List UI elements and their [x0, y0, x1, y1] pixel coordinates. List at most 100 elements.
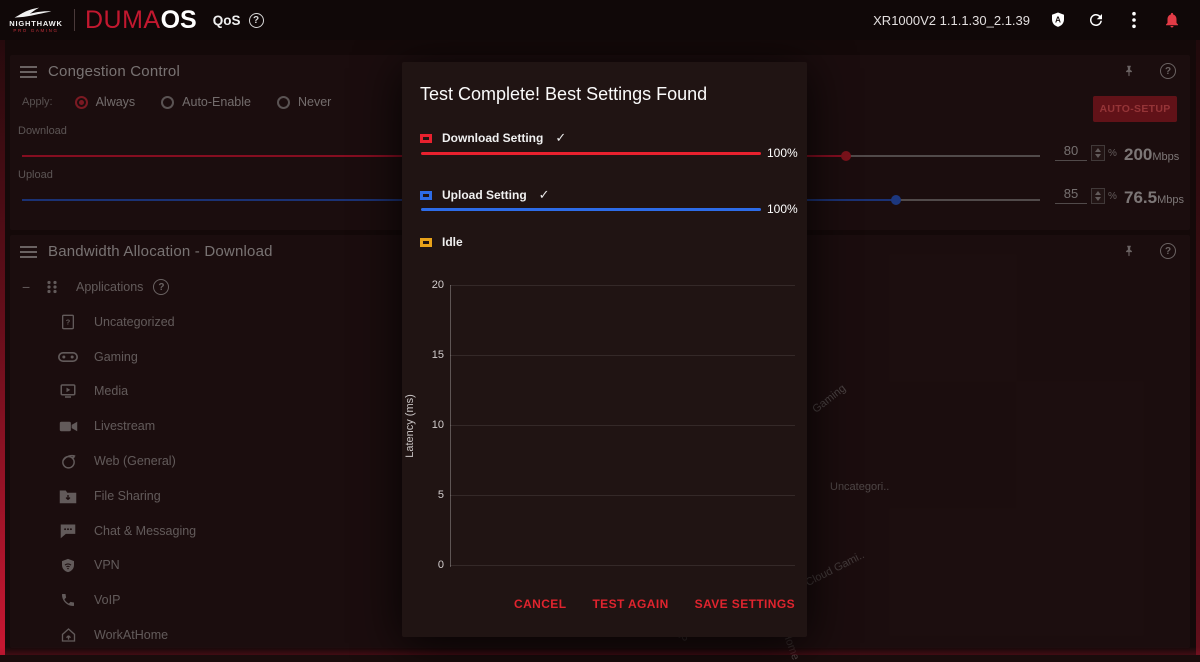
download-progress-value: 100% — [767, 146, 798, 160]
pin-icon[interactable] — [1120, 242, 1138, 260]
legend-idle: Idle — [420, 235, 463, 249]
radio-unselected-icon — [161, 95, 175, 109]
qos-help-icon[interactable]: ? — [248, 12, 264, 28]
pin-icon[interactable] — [1120, 62, 1138, 80]
app-item-label: VoIP — [94, 593, 121, 607]
modal-title: Test Complete! Best Settings Found — [420, 84, 708, 104]
upload-slider-handle[interactable] — [891, 195, 901, 205]
check-icon: ✓ — [555, 130, 567, 145]
bandwidth-help-icon[interactable]: ? — [1160, 243, 1176, 259]
device-version: XR1000V2 1.1.1.30_2.1.39 — [873, 12, 1030, 28]
folder-download-icon — [58, 487, 78, 505]
vpn-shield-icon — [58, 556, 78, 574]
upload-percent-input[interactable]: 85 — [1055, 186, 1087, 204]
apply-label: Apply: — [22, 96, 53, 108]
bandwidth-menu-icon[interactable] — [20, 246, 37, 258]
applications-tree-header: − Applications ? — [22, 279, 170, 295]
app-item-label: Media — [94, 384, 129, 398]
bandwidth-title: Bandwidth Allocation - Download — [48, 243, 273, 260]
list-item-chat-messaging[interactable]: Chat & Messaging — [58, 520, 196, 542]
app-item-label: Livestream — [94, 419, 156, 433]
legend-label: Upload Setting — [442, 188, 527, 202]
kebab-menu-icon[interactable] — [1124, 10, 1144, 30]
video-camera-icon — [58, 417, 78, 435]
pie-label-gaming: Gaming — [810, 382, 849, 416]
app-item-label: VPN — [94, 558, 120, 572]
list-item-workathome[interactable]: WorkAtHome — [58, 624, 168, 646]
nighthawk-logo[interactable]: NIGHTHAWK PRO GAMING — [6, 6, 66, 34]
download-stepper[interactable] — [1091, 145, 1105, 161]
list-item-media[interactable]: Media — [58, 380, 128, 402]
cancel-button[interactable]: CANCEL — [514, 597, 567, 611]
percent-sign: % — [1108, 148, 1117, 159]
app-item-label: Chat & Messaging — [94, 524, 197, 538]
app-item-label: Web (General) — [94, 454, 176, 468]
y-tick: 15 — [431, 349, 444, 361]
radio-never[interactable]: Never — [276, 95, 331, 109]
idle-swatch-icon — [420, 237, 432, 247]
collapse-icon[interactable]: − — [22, 279, 31, 295]
upload-percent-field: 85 % — [1055, 186, 1117, 204]
legend-label: Idle — [442, 235, 463, 249]
list-item-web-general[interactable]: Web (General) — [58, 450, 176, 472]
upload-label: Upload — [18, 169, 53, 181]
radio-label: Always — [95, 95, 136, 109]
legend-upload-setting: Upload Setting ✓ — [420, 187, 550, 203]
home-upload-icon — [58, 626, 78, 644]
radio-always[interactable]: Always — [74, 95, 136, 109]
y-tick: 10 — [431, 419, 444, 431]
radio-selected-icon — [74, 95, 88, 109]
globe-icon — [58, 452, 78, 470]
legend-download-setting: Download Setting ✓ — [420, 130, 566, 146]
download-percent-input[interactable]: 80 — [1055, 143, 1087, 161]
congestion-menu-icon[interactable] — [20, 66, 37, 78]
pie-label-uncategorized: Uncategori.. — [830, 481, 890, 493]
apply-options: Apply: Always Auto-Enable Never — [22, 95, 349, 109]
applications-label[interactable]: Applications — [76, 280, 144, 294]
applications-help-icon[interactable]: ? — [153, 279, 170, 295]
upload-stepper[interactable] — [1091, 188, 1105, 204]
gridline — [450, 425, 795, 426]
list-item-uncategorized[interactable]: ? Uncategorized — [58, 311, 175, 333]
gridline — [450, 495, 795, 496]
download-speed: 200Mbps — [1124, 145, 1180, 164]
refresh-icon[interactable] — [1086, 10, 1106, 30]
radio-unselected-icon — [276, 95, 290, 109]
list-item-vpn[interactable]: VPN — [58, 554, 120, 576]
download-label: Download — [18, 125, 67, 137]
gridline — [450, 285, 795, 286]
media-tv-icon — [58, 382, 78, 400]
list-item-voip[interactable]: VoIP — [58, 589, 120, 611]
gridline — [450, 355, 795, 356]
app-item-label: Gaming — [94, 350, 138, 364]
pie-label-cloud-gaming: Cloud Gami.. — [803, 549, 867, 589]
test-again-button[interactable]: TEST AGAIN — [592, 597, 669, 611]
divider — [74, 9, 75, 31]
save-settings-button[interactable]: SAVE SETTINGS — [694, 597, 795, 611]
list-item-livestream[interactable]: Livestream — [58, 415, 155, 437]
list-item-file-sharing[interactable]: File Sharing — [58, 485, 161, 507]
download-swatch-icon — [420, 133, 432, 143]
y-tick: 0 — [437, 559, 444, 571]
armor-shield-icon[interactable]: A — [1048, 10, 1068, 30]
drag-handle-icon[interactable] — [46, 280, 58, 294]
svg-text:?: ? — [66, 318, 71, 327]
gamepad-icon — [58, 348, 78, 366]
list-item-gaming[interactable]: Gaming — [58, 346, 138, 368]
nighthawk-bird-icon — [14, 7, 52, 18]
notification-bell-icon[interactable] — [1162, 10, 1182, 30]
auto-setup-button[interactable]: AUTO-SETUP — [1093, 96, 1177, 122]
right-edge-glow — [1196, 40, 1200, 655]
modal-actions: CANCEL TEST AGAIN SAVE SETTINGS — [514, 597, 795, 611]
download-percent-field: 80 % — [1055, 143, 1117, 161]
radio-auto-enable[interactable]: Auto-Enable — [161, 95, 251, 109]
percent-sign: % — [1108, 191, 1117, 202]
top-bar: NIGHTHAWK PRO GAMING DUMA OS QoS ? XR100… — [0, 0, 1200, 40]
app-item-label: Uncategorized — [94, 315, 175, 329]
chat-bubble-icon — [58, 522, 78, 540]
download-slider-handle[interactable] — [841, 151, 851, 161]
brand-name: NIGHTHAWK — [9, 19, 63, 28]
congestion-help-icon[interactable]: ? — [1160, 63, 1176, 79]
gridline — [450, 565, 795, 566]
congestion-title: Congestion Control — [48, 63, 181, 80]
